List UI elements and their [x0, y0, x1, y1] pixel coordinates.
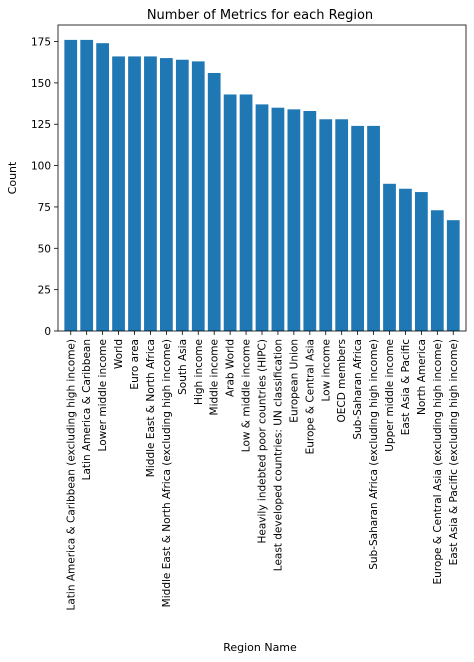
bar: [271, 107, 285, 331]
bar: [160, 58, 173, 331]
bar: [383, 183, 396, 331]
bar: [239, 94, 253, 331]
bar: [128, 56, 141, 332]
bar: [255, 104, 269, 331]
bar: [351, 125, 364, 332]
y-axis: 0 25 50 75 100 125 150 175: [31, 37, 58, 338]
x-tick-label: Europe & Central Asia (excluding high in…: [432, 339, 444, 584]
bar: [287, 109, 301, 331]
bar: [223, 94, 237, 331]
bar: [175, 59, 189, 332]
x-tick-label: World: [113, 339, 125, 369]
bar: [64, 39, 78, 331]
x-tick-label: Low & middle income: [241, 339, 253, 452]
y-tick-label: 175: [31, 37, 51, 49]
x-tick-label: East Asia & Pacific: [400, 339, 412, 435]
y-tick-label: 0: [44, 326, 51, 338]
x-tick-label: Sub-Saharan Africa: [352, 339, 364, 440]
bar: [446, 220, 460, 331]
y-tick-label: 125: [31, 119, 51, 131]
x-tick-label: Upper middle income: [384, 339, 396, 452]
x-tick-label: Arab World: [225, 339, 237, 397]
x-tick-label: South Asia: [177, 339, 189, 395]
x-tick-label: Lower middle income: [97, 339, 109, 451]
y-axis-label: Count: [6, 161, 19, 194]
bar: [191, 61, 205, 331]
bar: [207, 72, 221, 331]
x-axis: Latin America & Caribbean (excluding hig…: [65, 331, 460, 610]
x-tick-label: Middle income: [209, 339, 221, 415]
y-tick-label: 100: [31, 161, 51, 173]
bar: [80, 39, 94, 331]
bar: [399, 188, 412, 331]
plot-frame: [57, 24, 467, 332]
chart-title: Number of Metrics for each Region: [147, 8, 373, 23]
bar: [319, 119, 333, 331]
x-tick-label: East Asia & Pacific (excluding high inco…: [448, 339, 460, 565]
x-tick-label: European Union: [288, 339, 300, 423]
bar: [415, 192, 428, 331]
x-tick-label: OECD members: [336, 339, 348, 422]
x-tick-label: Middle East & North Africa: [145, 339, 157, 477]
x-tick-label: North America: [416, 339, 428, 415]
x-tick-label: High income: [193, 339, 205, 405]
x-tick-label: Euro area: [129, 339, 141, 390]
x-tick-label: Sub-Saharan Africa (excluding high incom…: [368, 339, 380, 570]
x-tick-label: Heavily indebted poor countries (HIPC): [257, 339, 269, 543]
x-tick-label: Low income: [320, 339, 332, 401]
bars-group: [64, 39, 460, 332]
y-tick-label: 150: [31, 78, 51, 90]
bar: [303, 111, 317, 331]
x-tick-label: Middle East & North Africa (excluding hi…: [161, 339, 173, 607]
bar: [96, 43, 109, 331]
bar: [112, 56, 125, 332]
bar: [144, 56, 157, 332]
x-tick-label: Least developed countries: UN classifica…: [272, 339, 284, 571]
x-axis-label: Region Name: [223, 641, 297, 654]
bar: [430, 210, 444, 331]
y-tick-label: 25: [38, 285, 51, 297]
x-tick-label: Latin America & Caribbean: [81, 339, 93, 480]
bar: [335, 119, 349, 331]
y-tick-label: 50: [38, 243, 51, 255]
x-tick-label: Europe & Central Asia: [304, 339, 316, 454]
y-tick-label: 75: [38, 202, 51, 214]
bar: [367, 125, 380, 332]
x-tick-label: Latin America & Caribbean (excluding hig…: [65, 339, 77, 610]
